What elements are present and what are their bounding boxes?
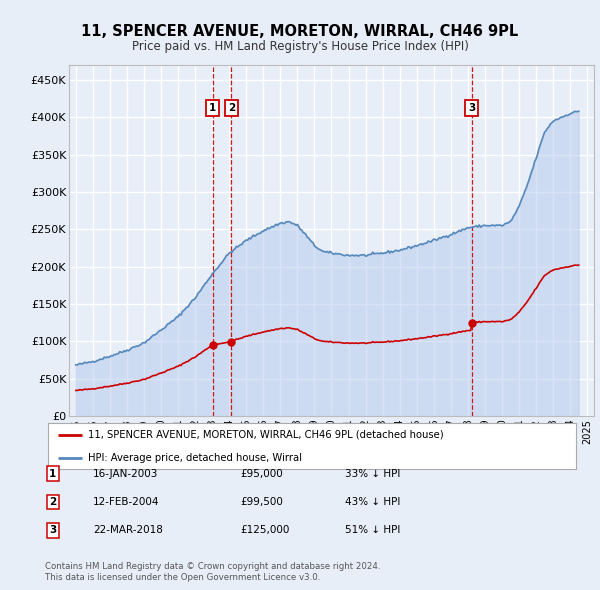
Text: 2: 2 [227,103,235,113]
Text: £95,000: £95,000 [240,469,283,478]
Text: 3: 3 [49,526,56,535]
Text: 2: 2 [49,497,56,507]
Text: This data is licensed under the Open Government Licence v3.0.: This data is licensed under the Open Gov… [45,573,320,582]
Text: 43% ↓ HPI: 43% ↓ HPI [345,497,400,507]
Text: £125,000: £125,000 [240,526,289,535]
Text: Contains HM Land Registry data © Crown copyright and database right 2024.: Contains HM Land Registry data © Crown c… [45,562,380,571]
Text: 1: 1 [49,469,56,478]
Text: 33% ↓ HPI: 33% ↓ HPI [345,469,400,478]
Text: 51% ↓ HPI: 51% ↓ HPI [345,526,400,535]
Text: 22-MAR-2018: 22-MAR-2018 [93,526,163,535]
Text: 3: 3 [468,103,475,113]
Text: 11, SPENCER AVENUE, MORETON, WIRRAL, CH46 9PL: 11, SPENCER AVENUE, MORETON, WIRRAL, CH4… [82,24,518,38]
Text: £99,500: £99,500 [240,497,283,507]
Text: 12-FEB-2004: 12-FEB-2004 [93,497,160,507]
Text: HPI: Average price, detached house, Wirral: HPI: Average price, detached house, Wirr… [88,453,302,463]
Text: Price paid vs. HM Land Registry's House Price Index (HPI): Price paid vs. HM Land Registry's House … [131,40,469,53]
Text: 11, SPENCER AVENUE, MORETON, WIRRAL, CH46 9PL (detached house): 11, SPENCER AVENUE, MORETON, WIRRAL, CH4… [88,430,443,440]
Text: 1: 1 [209,103,217,113]
Text: 16-JAN-2003: 16-JAN-2003 [93,469,158,478]
